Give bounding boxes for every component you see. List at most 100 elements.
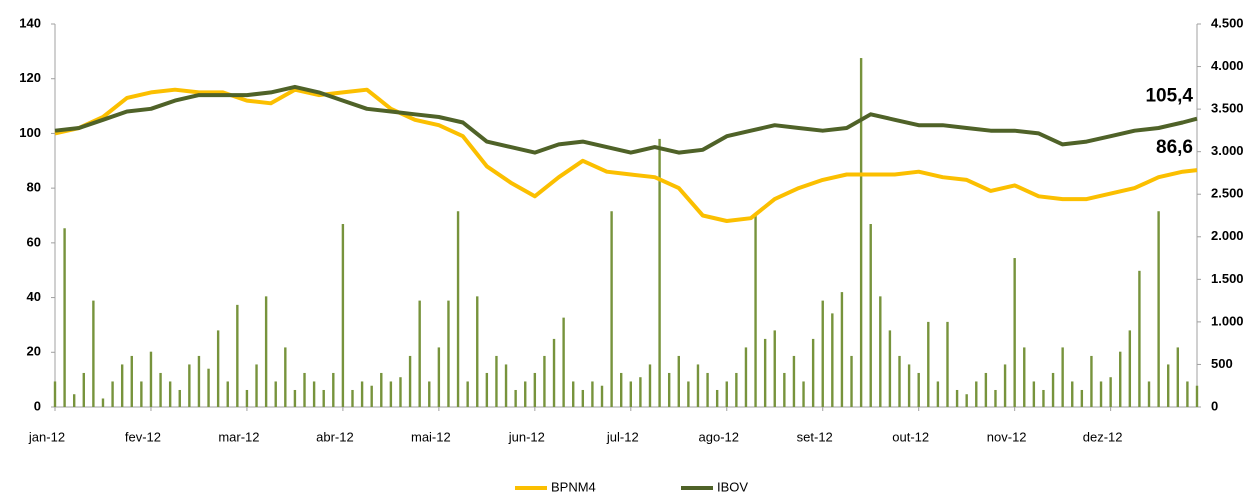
- bar: [188, 364, 191, 407]
- bar: [533, 372, 537, 407]
- bar: [197, 355, 201, 407]
- bar: [476, 296, 479, 407]
- bar: [543, 355, 546, 407]
- bar: [370, 385, 373, 407]
- bar: [63, 228, 66, 407]
- bar: [658, 138, 661, 407]
- y2-tick-label: 3.500: [1211, 101, 1244, 116]
- bar: [706, 372, 709, 407]
- bar: [840, 292, 844, 407]
- bar: [408, 355, 412, 407]
- y2-tick-label: 4.000: [1211, 58, 1244, 73]
- bar: [898, 355, 901, 407]
- bar: [677, 355, 680, 407]
- bar: [1061, 347, 1064, 407]
- bar: [111, 381, 114, 407]
- bar: [754, 215, 757, 407]
- y-tick-label: 20: [27, 344, 41, 359]
- bar: [120, 364, 124, 407]
- bar: [802, 381, 805, 407]
- x-tick-label: abr-12: [316, 429, 354, 444]
- y2-tick-label: 4.500: [1211, 15, 1244, 30]
- bar: [1080, 389, 1084, 407]
- y-tick-label: 140: [19, 15, 41, 30]
- bar: [1042, 389, 1045, 407]
- bar: [82, 372, 85, 407]
- x-tick-label: ago-12: [699, 429, 739, 444]
- bar: [639, 377, 642, 407]
- end-label: 105,4: [1145, 86, 1193, 107]
- x-tick-label: set-12: [797, 429, 833, 444]
- bar: [1032, 381, 1036, 407]
- bar: [879, 296, 882, 407]
- bar: [140, 381, 143, 407]
- bar: [284, 347, 287, 407]
- bar: [466, 381, 469, 407]
- bar: [811, 338, 815, 407]
- y2-tick-label: 0: [1211, 398, 1218, 413]
- bar: [831, 313, 834, 407]
- bar: [380, 372, 383, 407]
- bar: [255, 364, 258, 407]
- bar: [360, 381, 364, 407]
- bar: [1071, 381, 1074, 407]
- bar: [1138, 270, 1141, 407]
- bar: [965, 394, 968, 407]
- bar: [485, 372, 489, 407]
- bar: [72, 394, 76, 407]
- bar: [53, 381, 57, 407]
- bar: [524, 381, 527, 407]
- y2-tick-label: 1.000: [1211, 313, 1244, 328]
- line: [54, 87, 1198, 223]
- bar: [303, 372, 306, 407]
- x-tick-label: jan-12: [28, 429, 65, 444]
- bar: [226, 381, 229, 407]
- bar: [725, 381, 728, 407]
- bar: [1128, 330, 1132, 407]
- bar: [744, 347, 748, 407]
- bar: [667, 372, 671, 407]
- bar: [955, 389, 959, 407]
- line: [54, 84, 1198, 155]
- bar: [735, 372, 738, 407]
- bar: [437, 347, 441, 407]
- bar: [1176, 347, 1180, 407]
- bar: [850, 355, 853, 407]
- bar: [984, 372, 988, 407]
- bar: [936, 381, 940, 407]
- bar: [696, 364, 700, 407]
- legend-label: IBOV: [717, 479, 748, 494]
- y-tick-label: 80: [27, 180, 41, 195]
- bar: [763, 338, 767, 407]
- bar: [236, 304, 239, 407]
- x-tick-label: mai-12: [411, 429, 451, 444]
- bar: [216, 330, 220, 407]
- bar: [610, 211, 613, 407]
- y-tick-label: 60: [27, 234, 41, 249]
- bar: [418, 300, 421, 407]
- bar: [389, 381, 393, 407]
- bar: [1023, 347, 1026, 407]
- bar: [1003, 364, 1007, 407]
- bar: [264, 296, 268, 407]
- bar: [869, 224, 872, 407]
- bar: [92, 300, 95, 407]
- bar: [792, 355, 796, 407]
- bar: [447, 300, 450, 407]
- y-tick-label: 100: [19, 125, 41, 140]
- y2-tick-label: 1.500: [1211, 271, 1244, 286]
- end-label: 86,6: [1156, 137, 1193, 158]
- bar: [101, 398, 105, 407]
- bar: [1186, 381, 1189, 407]
- bar: [946, 321, 949, 407]
- bar: [994, 389, 997, 407]
- bar: [341, 224, 345, 407]
- bar: [629, 381, 632, 407]
- bar: [648, 364, 652, 407]
- bar: [130, 355, 133, 407]
- bar: [552, 338, 556, 407]
- y2-tick-label: 2.500: [1211, 186, 1244, 201]
- x-tick-label: dez-12: [1083, 429, 1123, 444]
- bar: [504, 364, 508, 407]
- bar: [1013, 258, 1016, 407]
